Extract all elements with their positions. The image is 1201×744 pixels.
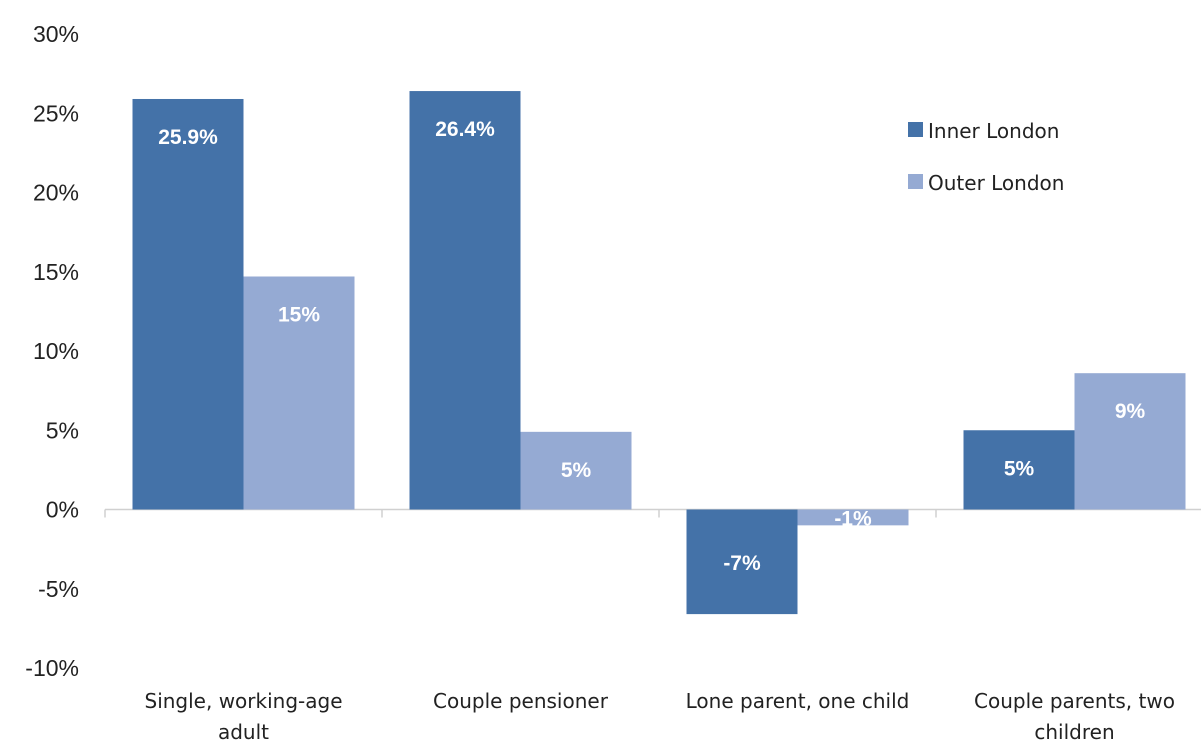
y-tick-label: 25%: [33, 100, 79, 126]
data-label: 25.9%: [158, 126, 218, 149]
category-label-line: children: [1034, 720, 1114, 744]
legend-label: Inner London: [928, 119, 1059, 143]
legend-swatch: [908, 122, 923, 137]
category-label-line: Lone parent, one child: [686, 689, 910, 713]
data-label: 26.4%: [435, 118, 495, 141]
y-tick-label: 30%: [33, 21, 79, 47]
category-label-line: Couple parents, two: [974, 689, 1175, 713]
y-tick-label: 5%: [46, 417, 79, 443]
data-label: 15%: [278, 304, 320, 327]
y-tick-label: 20%: [33, 180, 79, 206]
category-label: Couple pensioner: [433, 689, 609, 713]
bar-inner-london: [410, 91, 521, 509]
bar-outer-london: [1075, 373, 1186, 509]
legend-swatch: [908, 174, 923, 189]
y-tick-label: 10%: [33, 338, 79, 364]
legend-label: Outer London: [928, 171, 1064, 195]
category-label: Couple parents, two children: [974, 689, 1175, 744]
legend: Inner London Outer London: [908, 119, 1064, 195]
category-label-line: Couple pensioner: [433, 689, 609, 713]
y-axis: 30% 25% 20% 15% 10% 5% 0% -5% -10%: [25, 21, 79, 681]
category-label-line: Single, working-age: [145, 689, 343, 713]
bars: [133, 91, 1186, 614]
data-label: 9%: [1115, 400, 1146, 423]
data-label: -7%: [723, 552, 761, 575]
category-label: Single, working-age adult: [145, 689, 343, 744]
category-label: Lone parent, one child: [686, 689, 910, 713]
data-label: 5%: [1004, 457, 1035, 480]
y-tick-label: -10%: [25, 655, 79, 681]
y-tick-label: 15%: [33, 259, 79, 285]
category-label-line: adult: [218, 720, 269, 744]
x-axis: Single, working-age adult Couple pensioner…: [105, 510, 1201, 744]
data-label: -1%: [834, 507, 872, 530]
bar-inner-london: [133, 99, 244, 510]
data-label: 5%: [561, 459, 592, 482]
y-tick-label: -5%: [38, 576, 79, 602]
y-tick-label: 0%: [46, 497, 79, 523]
